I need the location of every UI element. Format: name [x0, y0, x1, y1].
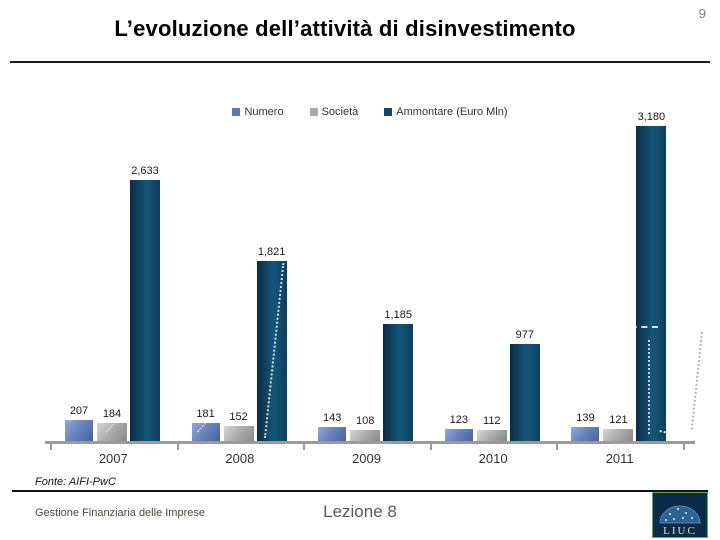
leader-line-decoration: [690, 332, 703, 430]
bar-value-label: 184: [102, 407, 122, 420]
bar-value-label: 207: [69, 405, 89, 418]
x-axis-category-label: 2009: [352, 451, 381, 466]
chart-legend: Numero Società Ammontare (Euro Mln): [60, 106, 680, 118]
bar-ammontare-euro-mln-2009: [383, 323, 414, 441]
x-axis-category-label: 2010: [478, 451, 508, 466]
logo-text: LIUC: [663, 525, 697, 537]
legend-item-numero: Numero: [232, 106, 284, 118]
bar-value-label: 977: [515, 329, 534, 342]
bar-ammontare-euro-mln-2010: [509, 344, 540, 441]
header-divider: [10, 61, 710, 63]
bar-ammontare-euro-mln-2011: [636, 126, 667, 441]
axis-tick: [683, 441, 685, 450]
x-axis-category-label: 2007: [98, 451, 128, 466]
bar-value-label: 152: [229, 410, 248, 423]
bar-value-label: 108: [356, 415, 375, 428]
x-axis-category-label: 2008: [225, 451, 255, 466]
lesson-label: Lezione 8: [323, 502, 397, 521]
page-title: L’evoluzione dell’attività di disinvesti…: [114, 16, 576, 41]
dome-icon: [659, 505, 701, 524]
bar-ammontare-euro-mln-2007: [130, 180, 160, 441]
bar-value-label: 2,633: [131, 165, 159, 178]
x-axis-line: [45, 441, 695, 444]
legend-label: Numero: [244, 106, 284, 118]
legend-swatch-icon: [309, 108, 318, 116]
legend-swatch-icon: [232, 108, 241, 116]
bar-value-label: 143: [323, 411, 342, 424]
bar-value-label: 1,821: [257, 245, 286, 258]
bar-societ-2010: [476, 429, 507, 441]
bar-value-label: 139: [576, 412, 595, 425]
bar-value-label: 123: [449, 413, 468, 426]
bar-numero-2010: [444, 428, 473, 441]
legend-item-societ: Società: [309, 106, 359, 118]
source-note: Fonte: AIFI-PwC: [35, 476, 116, 488]
bar-value-label: 121: [609, 414, 628, 426]
axis-tick: [176, 441, 179, 450]
liuc-logo: LIUC: [652, 492, 708, 538]
axis-tick: [556, 441, 559, 450]
axis-tick: [429, 441, 432, 450]
footer-divider: [12, 490, 708, 492]
legend-label: Società: [321, 106, 359, 118]
bar-societ-2009: [350, 430, 381, 441]
bar-societ-2008: [223, 425, 254, 441]
legend-item-ammontare-euro-mln: Ammontare (Euro Mln): [384, 106, 508, 118]
bar-numero-2008: [191, 423, 220, 441]
bar-numero-2011: [571, 427, 600, 441]
bar-societ-2007: [97, 422, 127, 441]
legend-label: Ammontare (Euro Mln): [396, 106, 508, 118]
bar-value-label: 3,180: [637, 111, 666, 123]
x-axis-category-label: 2011: [605, 451, 634, 466]
axis-tick: [50, 441, 52, 450]
bar-societ-2011: [603, 429, 634, 441]
bar-value-label: 1,185: [384, 308, 412, 321]
bar-numero-2009: [318, 426, 347, 441]
bar-ammontare-euro-mln-2008: [256, 260, 287, 441]
legend-swatch-icon: [384, 108, 393, 116]
course-name: Gestione Finanziaria delle Imprese: [35, 507, 205, 519]
bar-value-label: 181: [196, 408, 215, 421]
bar-value-label: 112: [483, 414, 501, 427]
axis-tick: [303, 441, 306, 450]
bar-numero-2007: [65, 420, 93, 441]
page-number: 9: [698, 6, 706, 21]
